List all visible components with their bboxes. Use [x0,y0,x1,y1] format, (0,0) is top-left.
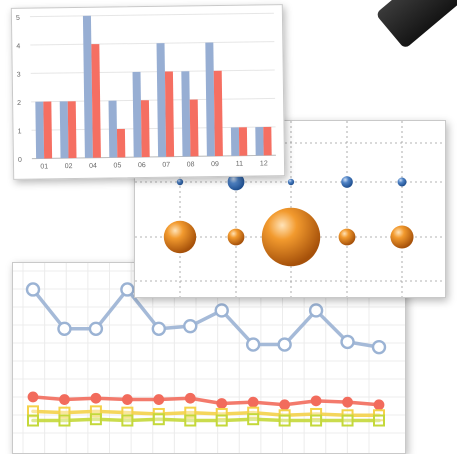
series-line [31,417,381,423]
x-tick-label: 09 [211,161,219,168]
line-point [214,303,229,318]
bubble [227,173,245,191]
line-point [57,321,72,336]
bar [156,43,167,157]
line-point [371,339,387,355]
line-point [247,396,259,408]
line-point [341,414,354,427]
bar [205,42,215,157]
bubble [287,178,295,186]
x-tick-label: 02 [65,163,73,170]
x-tick-label: 01 [40,163,48,170]
line-point [310,395,322,407]
line-point [121,414,134,427]
line-point [247,413,260,426]
bar [116,128,126,158]
bar-gridline [30,69,275,74]
line-point [215,414,228,427]
bar [189,99,199,157]
bubble [176,178,184,186]
y-tick-label: 2 [17,100,21,107]
bar [59,101,69,159]
x-tick-label: 07 [162,162,170,169]
x-tick-label: 12 [260,160,268,167]
x-tick-label: 05 [113,162,121,169]
series-line [31,395,381,407]
line-point [152,413,165,426]
bar [238,127,248,156]
bar [263,126,272,156]
line-point [342,396,353,408]
bubble [397,177,407,187]
y-tick-label: 3 [17,72,21,79]
y-tick-label: 0 [18,157,22,164]
line-point [120,282,135,297]
line-point [277,337,292,352]
line-point [278,414,291,427]
bar [43,101,53,159]
line-point [216,398,228,409]
line-point [153,394,165,405]
bubble [338,228,356,246]
line-point [184,392,196,404]
line-point [340,334,355,350]
x-tick-label: 08 [187,161,195,168]
series-line [31,287,381,349]
bar [91,44,101,158]
bar [230,127,240,156]
bubble [261,207,321,267]
bar-gridline [30,41,275,46]
y-tick-label: 5 [16,15,20,22]
line-point [89,413,102,426]
line-point [373,399,385,411]
bar [132,71,142,158]
line-point [58,406,71,419]
y-tick-label: 4 [16,43,20,50]
bar [164,71,175,157]
line-point [121,394,133,405]
bar-gridline [29,12,274,18]
bar [255,126,264,156]
line-point [183,318,198,334]
line-point [308,303,324,318]
bar [140,100,150,158]
line-point [151,321,167,336]
line-point [121,406,134,419]
bar [181,71,191,157]
bar [108,100,118,158]
bar [67,101,77,159]
line-point [373,414,385,427]
line-point [279,399,291,411]
line-point [184,406,197,419]
bubble [227,228,245,246]
line-point [59,394,70,405]
line-point [27,414,39,427]
bubble [390,225,414,249]
line-point [310,414,323,427]
bar [35,101,45,159]
bar [82,15,93,158]
line-point [88,321,104,336]
line-point [58,414,71,427]
bubble [341,176,353,188]
x-tick-label: 06 [138,162,146,169]
y-tick-label: 1 [17,128,21,135]
corner-decoration [375,0,457,50]
line-point [245,337,261,352]
line-point [25,282,41,297]
line-point [89,405,102,418]
x-tick-label: 04 [89,163,97,170]
line-point [27,391,39,403]
bubble-chart-card [134,120,446,298]
x-tick-label: 11 [236,161,243,168]
bar [213,70,223,157]
bubble [163,220,197,254]
line-point [184,414,197,427]
bar-chart-card: 0 1 2 3 4 5 01 02 04 05 06 07 08 09 11 12 [10,4,286,180]
bubble-chart [135,121,445,297]
line-point [90,392,102,404]
